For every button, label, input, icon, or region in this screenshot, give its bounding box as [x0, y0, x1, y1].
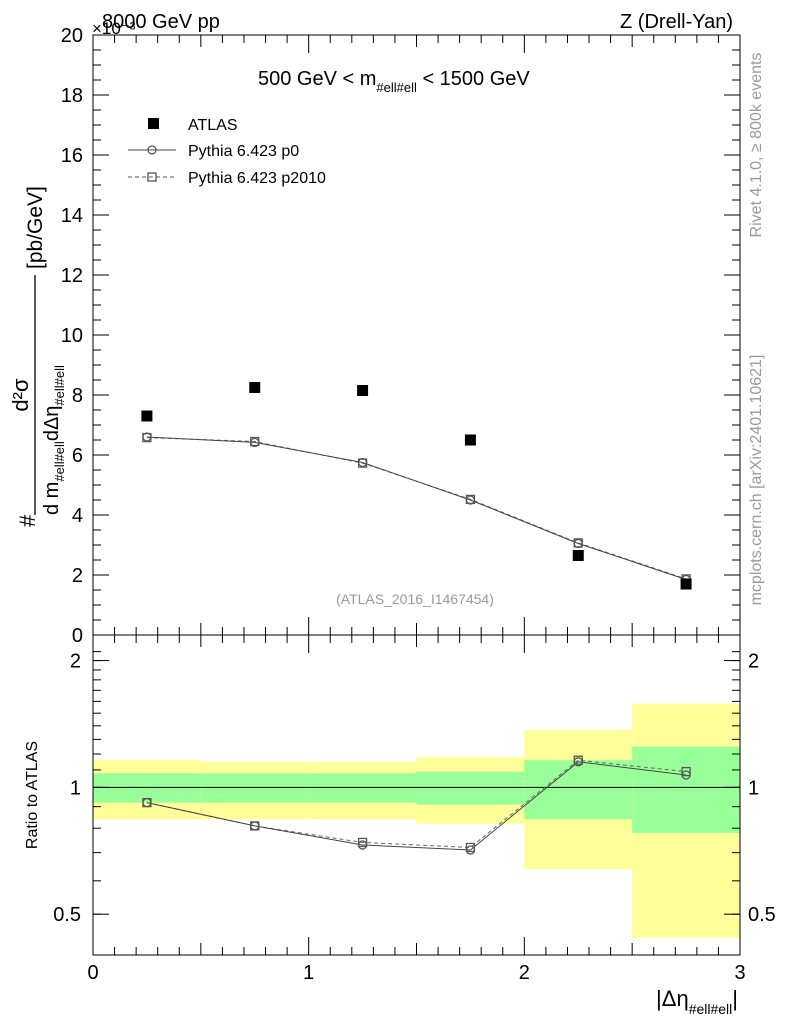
ratio-y-tick-label: 0.5	[53, 904, 81, 926]
point-atlas	[141, 410, 153, 422]
point-p0	[142, 432, 152, 442]
ratio-series	[142, 755, 691, 855]
y-tick-label: 16	[61, 145, 83, 167]
rivet-label: Rivet 4.1.0, ≥ 800k events	[748, 53, 765, 238]
x-tick-label: 2	[519, 962, 530, 984]
ratio-bands	[93, 703, 740, 938]
band-green	[93, 773, 201, 803]
y-tick-label: 12	[61, 265, 83, 287]
y-tick-label: 14	[61, 205, 83, 227]
ratio-point-p0	[573, 757, 583, 767]
point-atlas	[572, 550, 584, 561]
legend-marker-p0	[147, 145, 157, 155]
point-atlas	[249, 382, 261, 393]
point-p0	[465, 495, 476, 505]
point-atlas	[464, 434, 476, 446]
y-tick-label: 4	[72, 505, 83, 527]
y-tick-label: 18	[61, 85, 83, 107]
point-p0	[573, 538, 583, 549]
legend-label-p2010: Pythia 6.423 p2010	[188, 170, 326, 187]
band-green	[308, 773, 417, 803]
main-x-ticks	[92, 35, 741, 635]
ratio-point-p2010	[681, 766, 691, 777]
ratio-line-p0	[146, 761, 687, 851]
y-tick-label: 8	[72, 385, 83, 407]
point-p0	[250, 437, 260, 448]
ratio-point-p0	[357, 840, 368, 850]
x-tick-label: 0	[87, 962, 98, 984]
y-tick-label: 6	[72, 445, 83, 467]
y-tick-label: 20	[61, 25, 83, 47]
y-label-numerator: d²σ	[8, 378, 33, 412]
ratio-point-p0	[681, 770, 691, 780]
x-tick-label: 3	[734, 962, 745, 984]
ratio-point-p0	[250, 821, 260, 831]
ratio-y-tick-label-right: 0.5	[748, 904, 776, 926]
mcplots-label: mcplots.cern.ch [arXiv:2401.10621]	[748, 355, 765, 606]
y-tick-label: 0	[72, 625, 83, 647]
band-green	[524, 760, 633, 820]
main-series	[141, 382, 692, 590]
ratio-y-label: Ratio to ATLAS	[24, 741, 41, 849]
main-panel: 500 GeV < m#ell#ell < 1500 GeV 0 2 4 6 8 10 12…	[61, 25, 741, 647]
ratio-x-axis: 0 1 2 3	[87, 635, 746, 984]
band-green	[416, 771, 525, 805]
main-y-axis: 0 2 4 6 8 10 12 14 16 18 20	[61, 25, 740, 647]
point-atlas	[680, 578, 692, 590]
header-right: Z (Drell-Yan)	[620, 11, 733, 33]
main-y-label: # d²σ d m#ell#elldΔη#ell#ell [pb/GeV]	[8, 186, 67, 527]
ratio-point-p2010	[357, 837, 368, 848]
legend-marker-p2010	[147, 172, 157, 182]
y-label-denominator: d m#ell#elldΔη#ell#ell	[41, 365, 67, 515]
x-axis-label: |Δη#ell#ell|	[656, 986, 738, 1017]
legend: ATLAS Pythia 6.423 p0 Pythia 6.423 p2010	[128, 117, 326, 187]
y-label-hash: #	[15, 514, 40, 527]
y-exponent: ×10⁻³	[92, 19, 136, 38]
y-label-unit: [pb/GeV]	[24, 186, 47, 269]
ratio-y-axis: 0.5 0.5 1 1 2 2	[53, 651, 776, 927]
ratio-point-p0	[142, 797, 152, 808]
ratio-point-p0	[465, 845, 476, 855]
header-left: 8000 GeV pp	[102, 11, 220, 33]
ratio-point-p2010	[465, 842, 476, 853]
y-tick-label: 10	[61, 325, 83, 347]
y-tick-label: 2	[72, 565, 83, 587]
legend-label-p0: Pythia 6.423 p0	[188, 143, 299, 160]
band-green	[632, 746, 740, 833]
series-line-p2010	[146, 437, 687, 580]
band-green	[200, 773, 309, 803]
point-p0	[357, 457, 368, 468]
x-tick-label: 1	[303, 962, 314, 984]
series-line-p0	[146, 436, 687, 580]
point-atlas	[357, 385, 369, 396]
legend-label-atlas: ATLAS	[188, 117, 238, 134]
legend-marker-atlas	[148, 118, 159, 129]
ratio-y-tick-label: 1	[70, 777, 81, 799]
analysis-watermark: (ATLAS_2016_I1467454)	[336, 591, 494, 607]
plot-title: 500 GeV < m#ell#ell < 1500 GeV	[258, 68, 530, 95]
ratio-y-tick-label-right: 1	[748, 777, 759, 799]
ratio-y-tick-label-right: 2	[748, 651, 759, 673]
ratio-panel: 0.5 0.5 1 1 2 2 0 1 2 3 Ratio to ATLAS |Δη#ell#e…	[24, 634, 776, 1017]
ratio-y-tick-label: 2	[70, 651, 81, 673]
